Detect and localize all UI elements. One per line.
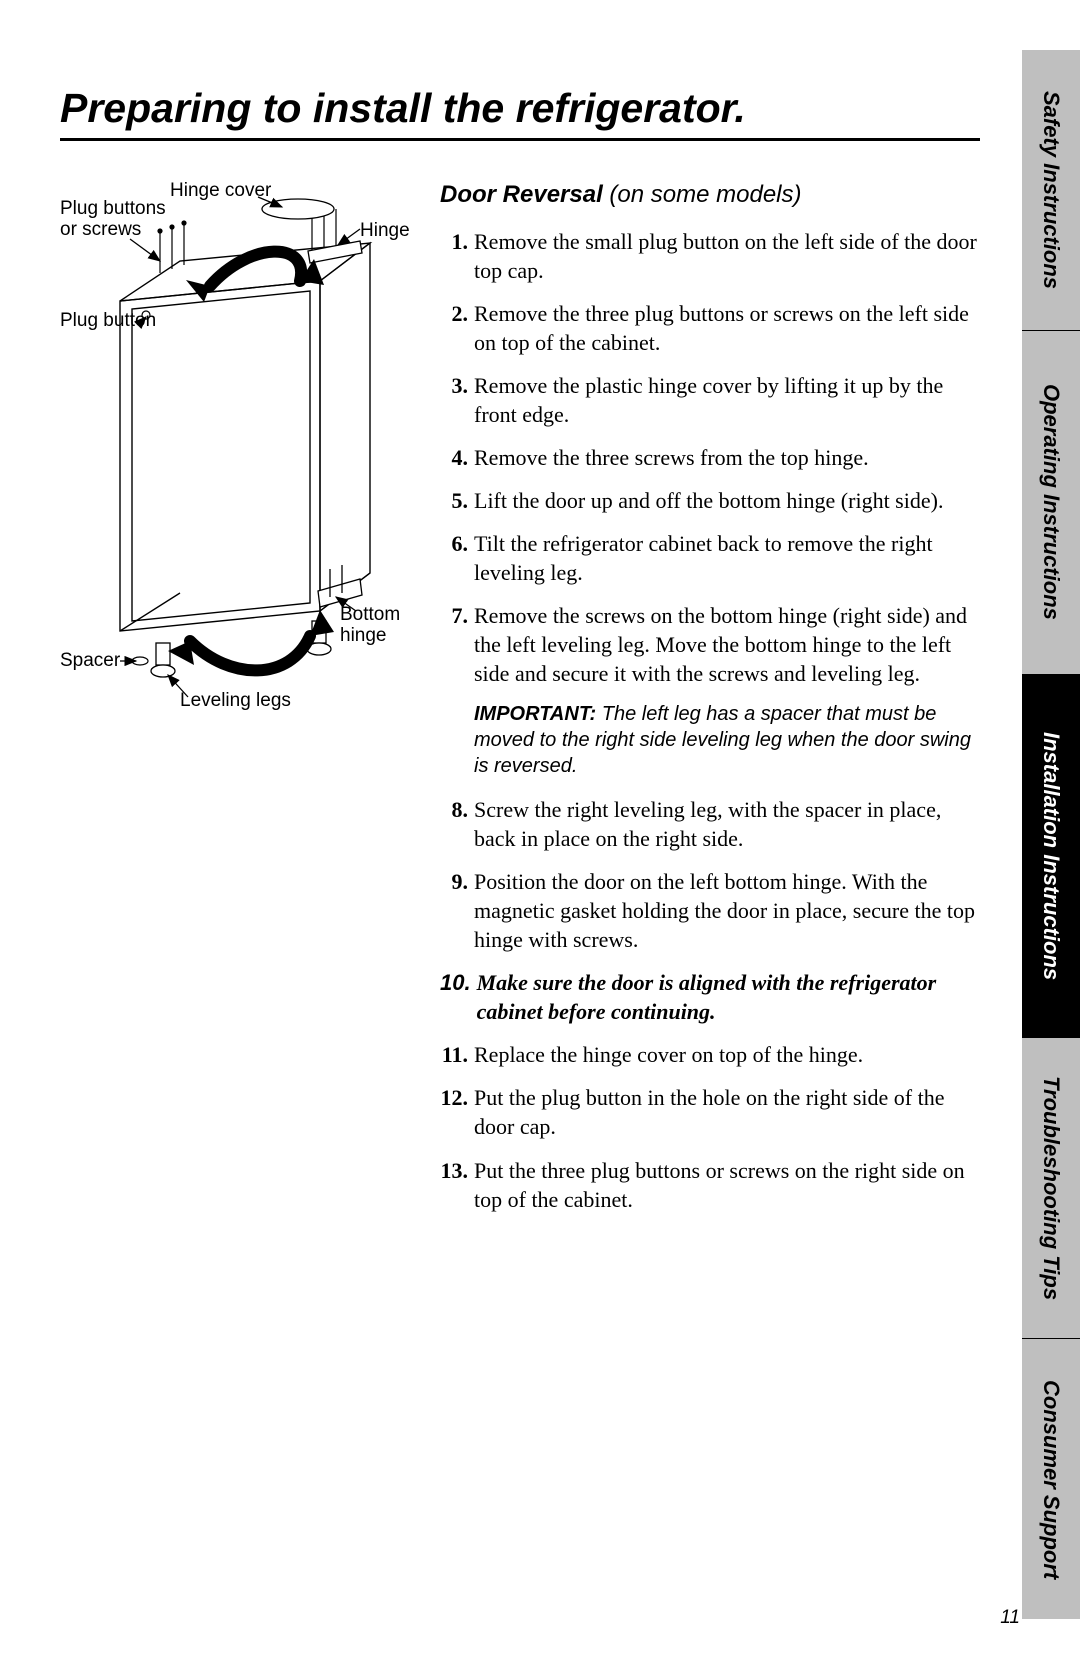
step-item: 12.Put the plug button in the hole on th… bbox=[440, 1083, 980, 1141]
step-item: 7.Remove the screws on the bottom hinge … bbox=[440, 601, 980, 688]
label-bottom-hinge: Bottom hinge bbox=[340, 605, 400, 647]
step-item: 1.Remove the small plug button on the le… bbox=[440, 227, 980, 285]
section-heading: Door Reversal (on some models) bbox=[440, 181, 980, 209]
step-item: 13.Put the three plug buttons or screws … bbox=[440, 1156, 980, 1214]
step-item-bold: 10.Make sure the door is aligned with th… bbox=[440, 968, 980, 1026]
label-hinge-cover: Hinge cover bbox=[170, 181, 271, 202]
page-number: 11 bbox=[1000, 1607, 1020, 1629]
label-leveling-legs: Leveling legs bbox=[180, 691, 291, 712]
step-item: 8.Screw the right leveling leg, with the… bbox=[440, 795, 980, 853]
refrigerator-diagram: Hinge cover Plug buttons or screws Hinge… bbox=[60, 181, 408, 741]
step-item: 9.Position the door on the left bottom h… bbox=[440, 867, 980, 954]
tab-consumer-support[interactable]: Consumer Support bbox=[1022, 1339, 1080, 1619]
tab-operating-instructions[interactable]: Operating Instructions bbox=[1022, 331, 1080, 674]
step-item: 2.Remove the three plug buttons or screw… bbox=[440, 299, 980, 357]
tab-troubleshooting-tips[interactable]: Troubleshooting Tips bbox=[1022, 1038, 1080, 1339]
instructions-column: Door Reversal (on some models) 1.Remove … bbox=[440, 181, 980, 1228]
step-item: 6.Tilt the refrigerator cabinet back to … bbox=[440, 529, 980, 587]
step-item: 4.Remove the three screws from the top h… bbox=[440, 443, 980, 472]
heading-light: (on some models) bbox=[603, 181, 802, 208]
important-note: IMPORTANT: The left leg has a spacer tha… bbox=[474, 702, 980, 779]
steps-list-2: 8.Screw the right leveling leg, with the… bbox=[440, 795, 980, 1213]
tab-safety-instructions[interactable]: Safety Instructions bbox=[1022, 50, 1080, 330]
important-lead: IMPORTANT: bbox=[474, 703, 596, 725]
step-item: 5.Lift the door up and off the bottom hi… bbox=[440, 486, 980, 515]
heading-strong: Door Reversal bbox=[440, 181, 603, 208]
section-tabs-sidebar: Safety Instructions Operating Instructio… bbox=[1022, 50, 1080, 1619]
diagram-column: Hinge cover Plug buttons or screws Hinge… bbox=[60, 181, 408, 1228]
label-plug-button: Plug button bbox=[60, 311, 156, 332]
step-item: 11.Replace the hinge cover on top of the… bbox=[440, 1040, 980, 1069]
tab-installation-instructions[interactable]: Installation Instructions bbox=[1022, 674, 1080, 1038]
label-hinge: Hinge bbox=[360, 221, 410, 242]
label-plug-buttons-or-screws: Plug buttons or screws bbox=[60, 199, 166, 241]
label-spacer: Spacer bbox=[60, 651, 120, 672]
manual-page: Preparing to install the refrigerator. H… bbox=[0, 0, 1080, 1669]
steps-list-1: 1.Remove the small plug button on the le… bbox=[440, 227, 980, 688]
page-title: Preparing to install the refrigerator. bbox=[60, 85, 980, 141]
content-columns: Hinge cover Plug buttons or screws Hinge… bbox=[60, 181, 980, 1228]
step-item: 3.Remove the plastic hinge cover by lift… bbox=[440, 371, 980, 429]
